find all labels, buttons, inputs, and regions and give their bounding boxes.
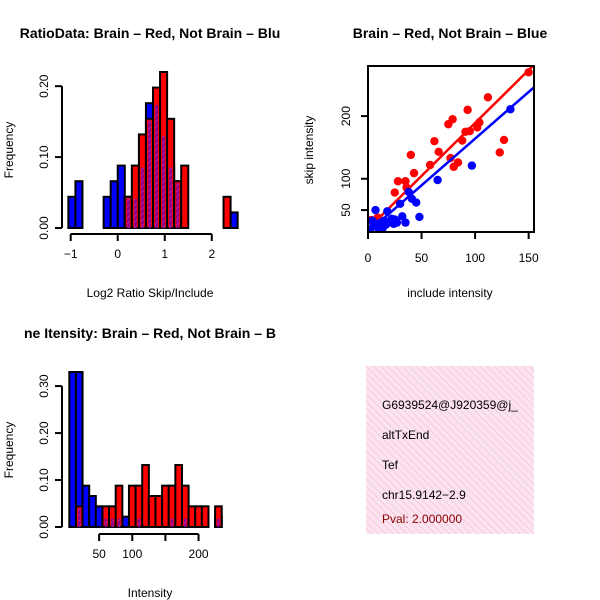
scatter-point-brain-23 <box>495 148 504 157</box>
ratio-bar-overlap-6 <box>133 198 137 228</box>
scatter-point-brain-6 <box>406 150 416 160</box>
scatter-point-notbrain-21 <box>411 198 421 207</box>
scatter-point-notbrain-3 <box>371 205 380 215</box>
intensity-y-tick-label-1: 0.10 <box>37 468 51 492</box>
scatter-x-tick-label-0: 0 <box>365 251 372 265</box>
scatter-x-tick-label-1: 50 <box>415 251 429 265</box>
intensity-scatter-ylabel: skip intensity <box>302 116 316 185</box>
ratio-bar-notbrain-1 <box>74 180 84 229</box>
ratio-bar-brain-9 <box>222 195 232 230</box>
scatter-point-notbrain-15 <box>392 218 402 227</box>
intensity-histogram: ne Itensity: Brain – Red, Not Brain – B … <box>2 325 276 600</box>
intensity-y-tick-label-2: 0.20 <box>37 421 51 445</box>
intensity-y-tick-label-3: 0.30 <box>37 374 51 398</box>
intensity-x-tick-label-1: 100 <box>122 547 142 561</box>
scatter-point-notbrain-23 <box>433 175 442 185</box>
scatter-x-tick-label-2: 100 <box>465 251 485 265</box>
ratio-bar-notbrain-0 <box>67 195 77 230</box>
ratio-x-tick-label-3: 2 <box>208 247 215 261</box>
scatter-point-notbrain-17 <box>398 212 407 221</box>
ratio-x-tick-label-2: 1 <box>161 247 168 261</box>
scatter-point-notbrain-24 <box>467 161 477 170</box>
scatter-point-brain-18 <box>463 105 472 115</box>
ratio-bar-overlap-7 <box>140 167 144 228</box>
scatter-y-tick-label-2: 200 <box>339 106 353 126</box>
intensity-scatter-frame <box>367 65 535 233</box>
intensity-bar-overlap-11 <box>183 518 187 527</box>
intensity-scatter-title: Brain – Red, Not Brain – Blue <box>353 25 548 41</box>
ratio-y-tick-label-1: 0.10 <box>37 145 51 169</box>
ratio-histogram: RatioData: Brain – Red, Not Brain – Blu … <box>2 25 280 300</box>
ratio-bar-notbrain-3 <box>109 180 119 229</box>
ratio-y-tick-label-2: 0.20 <box>37 74 51 98</box>
intensity-histogram-title: ne Itensity: Brain – Red, Not Brain – B <box>24 325 276 341</box>
scatter-point-notbrain-18 <box>401 218 410 227</box>
info-gene-symbol: Tef <box>382 458 399 472</box>
info-panel: G6939524@J920359@j_ altTxEnd Tef chr15.9… <box>366 366 534 534</box>
intensity-y-tick-label-0: 0.00 <box>37 515 51 539</box>
intensity-bar-overlap-12 <box>217 518 220 527</box>
scatter-point-notbrain-22 <box>415 212 424 222</box>
info-event-type: altTxEnd <box>382 428 429 442</box>
ratio-y-tick-label-0: 0.00 <box>37 216 51 240</box>
intensity-bar-brain-15 <box>200 505 210 529</box>
intensity-bar-overlap-1 <box>77 508 81 527</box>
ratio-histogram-ylabel: Frequency <box>2 122 16 179</box>
ratio-histogram-title: RatioData: Brain – Red, Not Brain – Blu <box>20 25 281 41</box>
ratio-x-tick-label-1: 0 <box>114 247 121 261</box>
ratio-bar-overlap-10 <box>162 136 166 228</box>
intensity-x-tick-label-0: 50 <box>92 547 106 561</box>
ratio-bar-brain-8 <box>180 164 190 230</box>
scatter-y-tick-label-0: 50 <box>339 203 353 217</box>
info-gene-id: G6939524@J920359@j_ <box>382 398 518 412</box>
intensity-x-tick-label-3: 200 <box>189 547 209 561</box>
scatter-fit-line-notbrain <box>368 86 534 232</box>
scatter-point-brain-2 <box>390 188 399 197</box>
scatter-point-brain-9 <box>430 136 439 146</box>
info-pval: Pval: 2.000000 <box>382 512 462 526</box>
ratio-bar-overlap-8 <box>147 120 151 228</box>
intensity-bar-overlap-5 <box>104 518 108 527</box>
info-location: chr15.9142−2.9 <box>382 488 466 502</box>
intensity-bar-overlap-6 <box>111 518 114 527</box>
scatter-point-brain-24 <box>499 135 509 145</box>
scatter-point-brain-7 <box>409 168 419 178</box>
ratio-bar-notbrain-13 <box>229 211 239 229</box>
intensity-histogram-ylabel: Frequency <box>2 422 16 479</box>
scatter-y-tick-label-1: 100 <box>339 168 353 188</box>
scatter-point-brain-4 <box>401 177 410 186</box>
ratio-bar-notbrain-4 <box>116 164 126 230</box>
scatter-point-brain-22 <box>483 93 493 102</box>
ratio-bar-overlap-9 <box>155 105 159 228</box>
ratio-bar-overlap-11 <box>169 167 173 228</box>
intensity-scatter-xlabel: include intensity <box>407 286 492 300</box>
scatter-point-brain-12 <box>446 153 455 163</box>
scatter-point-brain-25 <box>524 68 533 77</box>
scatter-point-brain-13 <box>448 115 457 124</box>
intensity-bar-overlap-9 <box>137 518 141 527</box>
intensity-bar-overlap-7 <box>117 518 121 527</box>
ratio-bar-overlap-5 <box>126 198 130 228</box>
scatter-point-brain-3 <box>393 177 403 186</box>
scatter-x-tick-label-3: 150 <box>519 251 539 265</box>
intensity-histogram-xlabel: Intensity <box>128 586 173 600</box>
info-panel-background <box>366 366 534 534</box>
intensity-scatter: Brain – Red, Not Brain – Blue 0 50 100 150 5… <box>302 25 547 300</box>
ratio-bar-overlap-12 <box>176 183 180 228</box>
ratio-bar-notbrain-2 <box>102 195 112 230</box>
scatter-point-brain-10 <box>434 147 443 157</box>
scatter-point-brain-15 <box>453 158 463 167</box>
scatter-fit-line-brain <box>368 66 534 230</box>
intensity-bar-overlap-10 <box>170 518 174 527</box>
ratio-histogram-xlabel: Log2 Ratio Skip/Include <box>87 286 214 300</box>
ratio-x-tick-label-0: −1 <box>64 247 78 261</box>
